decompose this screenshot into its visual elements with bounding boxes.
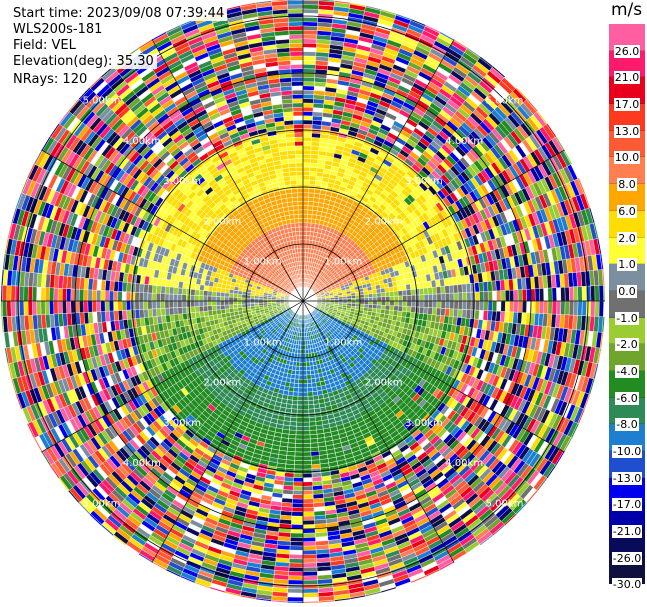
colorbar-bin: 2.0 xyxy=(609,210,645,245)
colorbar-tick-label: 8.0 xyxy=(617,178,637,192)
range-ring-label: 3.00km xyxy=(163,176,201,187)
range-ring-label: 2.00km xyxy=(365,216,403,227)
range-ring-label: 3.00km xyxy=(405,418,443,429)
range-ring-labels: 1.00km 1.00km 1.00km 1.00km 2.00km 2.00km 2.00… xyxy=(83,96,524,510)
azimuth-spoke xyxy=(151,300,304,563)
range-ring-label: 1.00km xyxy=(324,337,362,348)
range-ring-label: 4.00km xyxy=(445,458,483,469)
range-ring-label: 5.00km xyxy=(486,499,524,510)
colorbar-tick-label: 1.0 xyxy=(617,258,637,272)
colorbar-tick-label: 13.0 xyxy=(613,124,641,138)
colorbar-tick-label: -1.0 xyxy=(615,311,639,325)
colorbar-tick-label: -17.0 xyxy=(611,498,643,512)
colorbar-tick-label: -8.0 xyxy=(615,418,639,432)
azimuth-spoke xyxy=(302,149,565,302)
range-ring-label: 2.00km xyxy=(365,378,403,389)
colorbar-tick-label: -13.0 xyxy=(611,471,643,485)
colorbar-tick-label: -4.0 xyxy=(615,364,639,378)
range-ring-label: 2.00km xyxy=(203,378,241,389)
nrays-text: NRays: 120 xyxy=(10,72,91,87)
range-ring-label: 5.00km xyxy=(486,96,524,107)
colorbar-tick-label: -26.0 xyxy=(611,551,643,565)
colorbar-bin: 0.0 xyxy=(609,264,645,298)
colorbar-tick-label: 17.0 xyxy=(613,98,641,112)
colorbar-tick-label: 21.0 xyxy=(613,71,641,85)
start-time-text: Start time: 2023/09/08 07:39:44 xyxy=(10,6,228,21)
colorbar-tick-label: 26.0 xyxy=(613,44,641,58)
range-ring-label: 5.00km xyxy=(83,96,121,107)
instrument-name: WLS200s-181 xyxy=(10,22,106,37)
azimuth-spokes xyxy=(0,0,606,604)
colorbar-tick-label: 0.0 xyxy=(617,284,637,298)
azimuth-spoke xyxy=(302,300,455,563)
colorbar-tick-label: -2.0 xyxy=(615,338,639,352)
range-ring-label: 3.00km xyxy=(405,176,443,187)
range-ring-label: 4.00km xyxy=(123,458,161,469)
azimuth-spoke xyxy=(41,149,304,302)
colorbar-tick-label: 2.0 xyxy=(617,231,637,245)
colorbar-bin: 26.0 xyxy=(609,24,645,58)
colorbar-tick-label: -10.0 xyxy=(611,445,643,458)
colorbar: 26.0 21.0 17.0 13.0 10.0 8.0 6.0 2.0 1.0 0.0 -1.0 -… xyxy=(609,24,645,592)
colorbar-tick-label: -6.0 xyxy=(615,391,639,405)
range-ring-label: 1.00km xyxy=(244,257,282,268)
colorbar-tick-label: -21.0 xyxy=(611,525,643,539)
colorbar-bin: -8.0 xyxy=(609,397,645,432)
velocity-gates xyxy=(0,0,606,604)
colorbar-tick-label: 10.0 xyxy=(613,151,641,165)
colorbar-tick-label: -30.0 xyxy=(611,578,643,592)
range-ring-label: 1.00km xyxy=(244,337,282,348)
range-ring-label: 1.00km xyxy=(324,257,362,268)
elevation-text: Elevation(deg): 35.30 xyxy=(10,54,157,69)
range-ring-label: 3.00km xyxy=(163,418,201,429)
gate-color-group xyxy=(8,10,597,596)
colorbar-tick-label: 6.0 xyxy=(617,204,637,218)
colorbar-bin: -2.0 xyxy=(609,317,645,352)
colorbar-title: m/s xyxy=(611,0,643,20)
ppi-velocity-plot: 1.00km 1.00km 1.00km 1.00km 2.00km 2.00km 2.00… xyxy=(0,0,606,604)
azimuth-spoke xyxy=(302,300,565,453)
azimuth-spoke xyxy=(302,39,455,302)
range-ring-label: 2.00km xyxy=(203,216,241,227)
azimuth-spoke xyxy=(151,39,304,302)
range-ring-label: 4.00km xyxy=(445,136,483,147)
range-ring-label: 4.00km xyxy=(123,136,161,147)
azimuth-spoke xyxy=(41,300,304,453)
field-text: Field: VEL xyxy=(10,38,79,53)
colorbar-bin: 1.0 xyxy=(609,237,645,272)
range-ring-label: 5.00km xyxy=(83,499,121,510)
